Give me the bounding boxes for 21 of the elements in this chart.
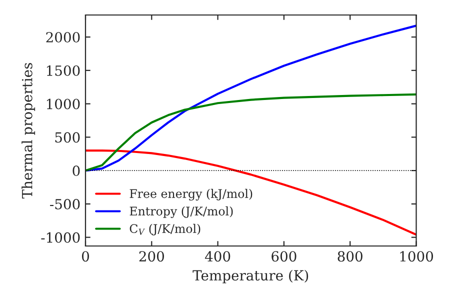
line-series <box>86 149 416 236</box>
line-series <box>86 93 416 172</box>
legend-label: Free energy (kJ/mol) <box>130 188 252 201</box>
y-tick-label: -1000 <box>41 232 80 243</box>
y-tick-label: 0 <box>72 166 80 176</box>
legend-label: Entropy (J/K/mol) <box>130 206 233 218</box>
y-tick-label: 2000 <box>46 32 80 43</box>
x-tick-label: 800 <box>338 251 362 262</box>
x-tick-label: 1000 <box>400 251 433 262</box>
y-axis-title: Thermal properties <box>22 63 36 199</box>
line-series <box>86 24 416 172</box>
x-tick-label: 0 <box>82 251 89 262</box>
y-tick-label: 1500 <box>46 65 80 76</box>
y-tick-label: 1000 <box>46 98 80 110</box>
y-tick-label: 500 <box>55 132 80 143</box>
x-tick-label: 600 <box>272 251 296 262</box>
x-tick-label: 400 <box>204 251 230 262</box>
legend-label: C$_{V}$ (J/K/mol) <box>130 224 200 236</box>
x-tick-label: 200 <box>139 251 164 262</box>
x-axis-title: Temperature (K) <box>192 270 308 284</box>
y-tick-label: -500 <box>50 198 80 210</box>
